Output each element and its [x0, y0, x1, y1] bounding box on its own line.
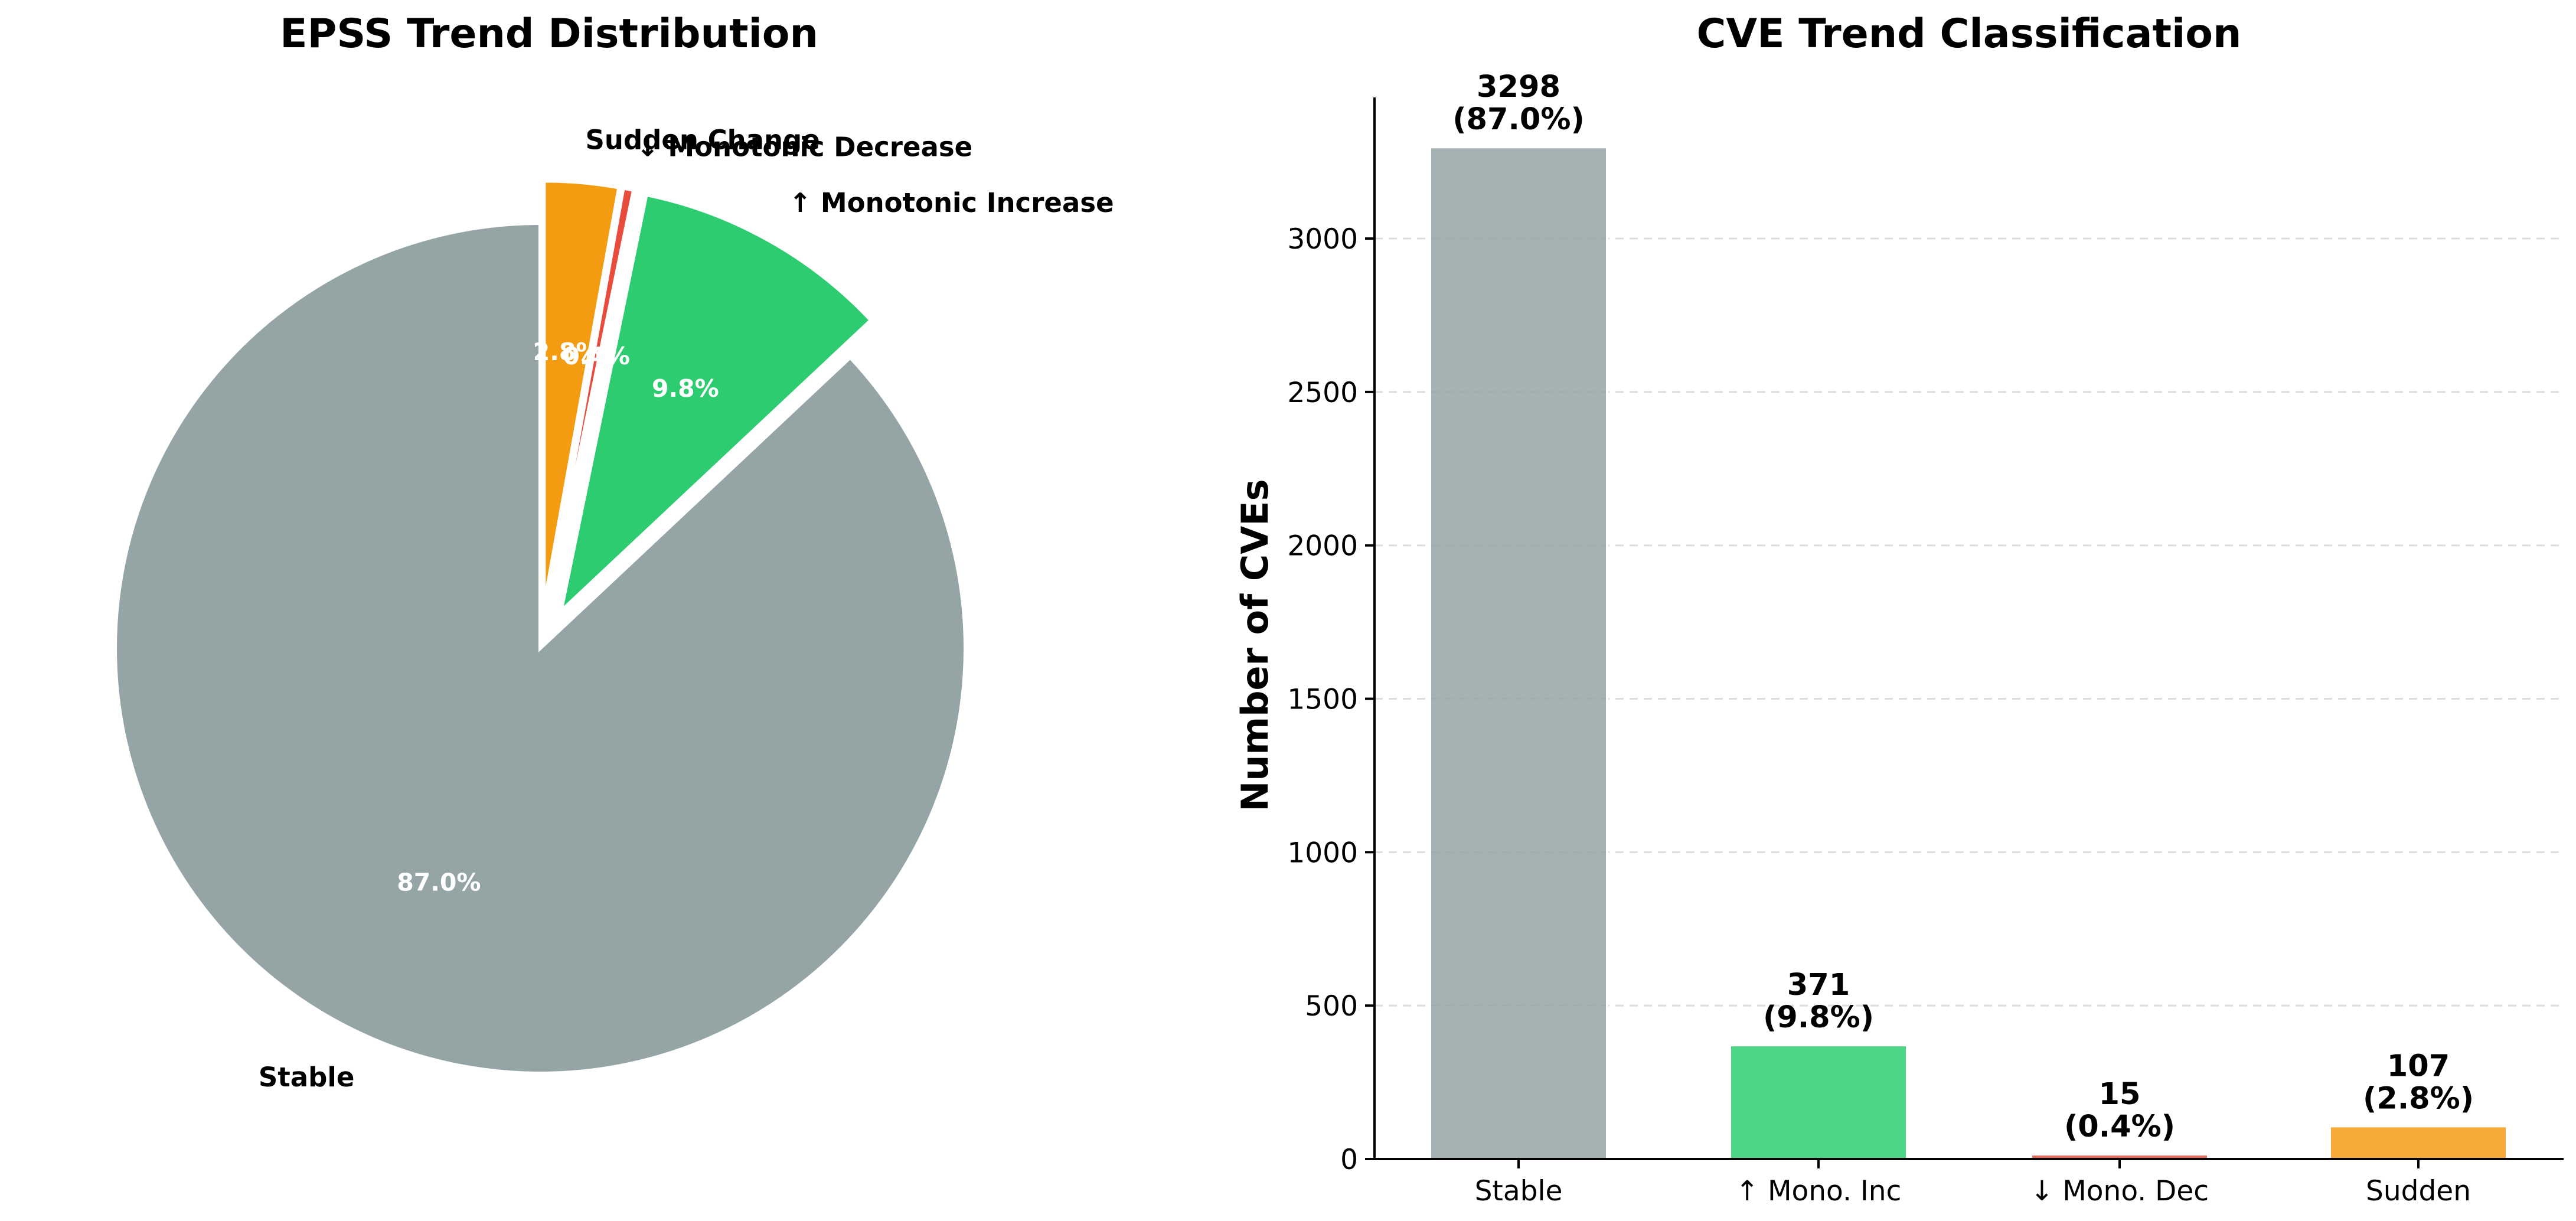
- pie-pct-label: 87.0%: [397, 868, 481, 896]
- bar-title: CVE Trend Classification: [1697, 11, 2242, 57]
- pie-pct-label: 9.8%: [652, 374, 719, 403]
- pie-pct-label: 0.4%: [563, 342, 630, 370]
- y-tick-label: 1500: [1287, 684, 1358, 716]
- pie-title: EPSS Trend Distribution: [280, 11, 818, 57]
- pie-pct-label: 2.8%: [533, 338, 600, 366]
- bar: [1729, 1044, 1908, 1160]
- pie-slice-1: [558, 192, 874, 616]
- y-tick-label: 2000: [1287, 530, 1358, 563]
- bar-value-label: 15: [2099, 1077, 2141, 1112]
- bar: [2329, 1125, 2508, 1160]
- bar-pct-label: (9.8%): [1763, 1000, 1874, 1035]
- pie-panel: EPSS Trend Distribution 87.0% 9.8% 0.4%2.8…: [113, 11, 1114, 1093]
- pie-category-label: Sudden Change: [586, 124, 820, 155]
- y-tick-label: 1000: [1287, 837, 1358, 869]
- bar: [1429, 146, 1608, 1160]
- pie-slice-2: [546, 186, 636, 607]
- bar-value-label: 371: [1787, 968, 1850, 1003]
- y-tick-label: 2500: [1287, 377, 1358, 409]
- y-tick-label: 0: [1340, 1144, 1358, 1176]
- bar-pct-label: (87.0%): [1452, 102, 1585, 137]
- y-axis-label: Number of CVEs: [1233, 479, 1276, 811]
- x-tick-label: Stable: [1475, 1175, 1563, 1207]
- bar-pct-label: (0.4%): [2064, 1109, 2175, 1144]
- bar-value-label: 3298: [1477, 70, 1560, 105]
- pie-category-label: ↑ Monotonic Increase: [789, 187, 1114, 218]
- bar-panel: CVE Trend Classification 3298(87.0%)371(…: [1233, 11, 2564, 1207]
- x-tick-label: Sudden: [2366, 1175, 2471, 1207]
- pie-category-label: Stable: [259, 1062, 354, 1093]
- bar-value-label: 107: [2387, 1049, 2450, 1083]
- y-tick-label: 3000: [1287, 223, 1358, 256]
- y-tick-label: 500: [1305, 990, 1358, 1023]
- pie-slice-3: [542, 179, 621, 606]
- x-tick-label: ↓ Mono. Dec: [2030, 1175, 2209, 1207]
- x-tick-label: ↑ Mono. Inc: [1736, 1175, 1902, 1207]
- pie-category-label: ↓ Monotonic Decrease: [636, 132, 972, 163]
- bar-pct-label: (2.8%): [2363, 1081, 2474, 1116]
- pie-slice-0: [113, 221, 967, 1075]
